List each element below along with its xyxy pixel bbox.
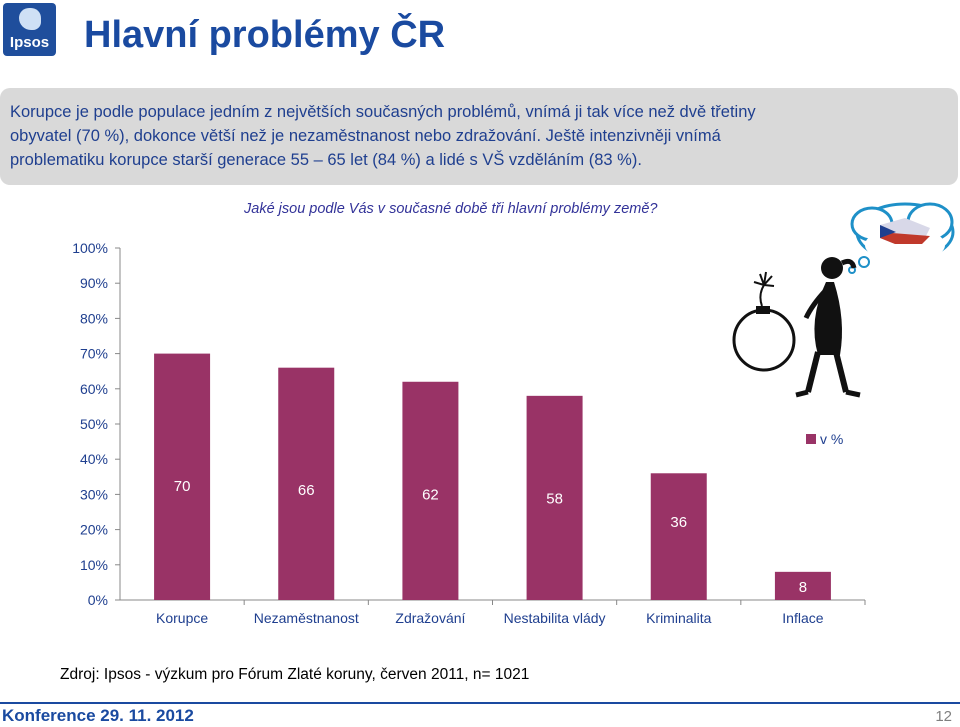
legend-label: v % <box>820 431 843 447</box>
ipsos-logo: Ipsos <box>3 3 56 56</box>
page-number: 12 <box>935 708 952 725</box>
intro-box: Korupce je podle populace jedním z nejvě… <box>0 88 958 185</box>
y-tick-label: 30% <box>80 486 108 502</box>
logo-text: Ipsos <box>9 34 50 51</box>
bar <box>526 395 583 600</box>
y-tick-label: 70% <box>80 346 108 362</box>
intro-line-3: problematiku korupce starší generace 55 … <box>10 151 642 169</box>
x-tick-label: Korupce <box>156 610 208 626</box>
logo-head-icon <box>19 8 41 30</box>
x-tick-label: Nezaměstnanost <box>254 610 359 626</box>
x-tick-label: Nestabilita vlády <box>504 610 606 626</box>
y-tick-label: 60% <box>80 381 108 397</box>
chart-marks: 0% 10% 20% 30% 40% 50% 60% 70% 80% 90% 100% 70 Korup… <box>72 240 866 626</box>
intro-line-1: Korupce je podle populace jedním z nejvě… <box>10 103 756 121</box>
thinking-figure-icon <box>795 257 861 398</box>
bar <box>278 367 335 600</box>
bar <box>154 353 211 600</box>
thinker-illustration <box>732 202 955 398</box>
footer-divider <box>0 702 960 704</box>
legend-swatch <box>806 434 816 444</box>
bar <box>650 473 707 600</box>
thought-cloud-icon <box>848 202 955 274</box>
survey-question: Jaké jsou podle Vás v současné době tři … <box>244 201 658 217</box>
y-tick-label: 10% <box>80 557 108 573</box>
y-tick-label: 100% <box>72 240 108 256</box>
bar-data-label: 66 <box>298 482 315 499</box>
bar-data-label: 8 <box>799 579 807 596</box>
bar-data-label: 70 <box>174 478 191 495</box>
bomb-icon <box>732 271 796 372</box>
y-tick-label: 50% <box>80 416 108 432</box>
y-tick-label: 40% <box>80 451 108 467</box>
y-tick-label: 20% <box>80 522 108 538</box>
bar-data-label: 58 <box>546 491 563 508</box>
x-tick-label: Zdražování <box>395 610 465 626</box>
x-tick-label: Kriminalita <box>646 610 712 626</box>
bar-data-label: 36 <box>670 514 687 531</box>
y-tick-label: 90% <box>80 275 108 291</box>
bar <box>774 571 831 600</box>
source-note: Zdroj: Ipsos - výzkum pro Fórum Zlaté ko… <box>60 666 530 683</box>
y-tick-label: 0% <box>88 592 108 608</box>
x-tick-label: Inflace <box>782 610 823 626</box>
intro-line-2: obyvatel (70 %), dokonce větší než je ne… <box>10 127 721 145</box>
bar <box>402 381 459 600</box>
page-title: Hlavní problémy ČR <box>84 14 446 56</box>
conference-label: Konference 29. 11. 2012 <box>2 706 194 725</box>
bar-data-label: 62 <box>422 486 439 503</box>
y-tick-label: 80% <box>80 310 108 326</box>
